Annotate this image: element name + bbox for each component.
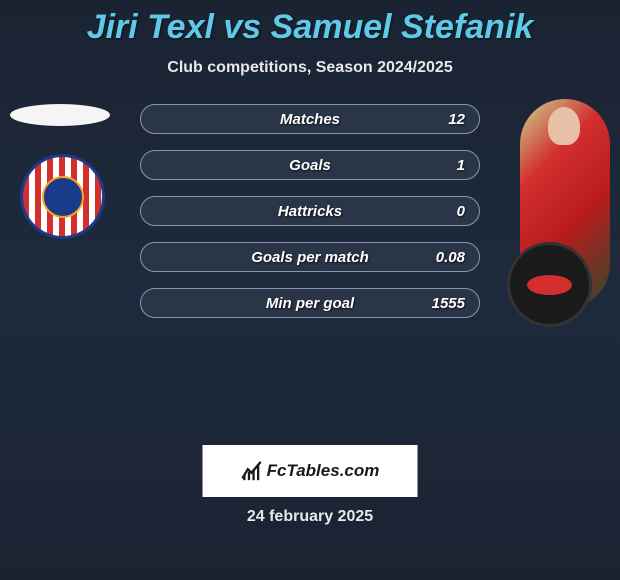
page-title: Jiri Texl vs Samuel Stefanik [0,0,620,47]
stat-row-min-per-goal: Min per goal 1555 [140,288,480,318]
stat-row-matches: Matches 12 [140,104,480,134]
stat-row-goals-per-match: Goals per match 0.08 [140,242,480,272]
stat-value: 0.08 [436,249,465,266]
date-text: 24 february 2025 [247,508,373,526]
brand-text: FcTables.com [267,461,380,481]
player-left-avatar [10,104,110,126]
stat-value: 0 [457,203,465,220]
stat-value: 1555 [432,295,465,312]
stat-label: Hattricks [278,203,342,220]
club-right-badge [507,242,592,327]
stat-label: Min per goal [266,295,354,312]
stat-label: Goals per match [251,249,369,266]
stat-label: Goals [289,157,331,174]
chart-line-icon [241,460,263,482]
club-right-badge-inner [527,275,572,295]
stat-value: 12 [448,111,465,128]
club-left-badge-container [20,154,120,239]
stat-label: Matches [280,111,340,128]
brand-logo: FcTables.com [241,460,380,482]
subtitle: Club competitions, Season 2024/2025 [0,59,620,77]
club-left-badge [20,154,105,239]
stat-row-hattricks: Hattricks 0 [140,196,480,226]
brand-box: FcTables.com [203,445,418,497]
stats-list: Matches 12 Goals 1 Hattricks 0 Goals per… [140,104,480,334]
stat-row-goals: Goals 1 [140,150,480,180]
stat-value: 1 [457,157,465,174]
